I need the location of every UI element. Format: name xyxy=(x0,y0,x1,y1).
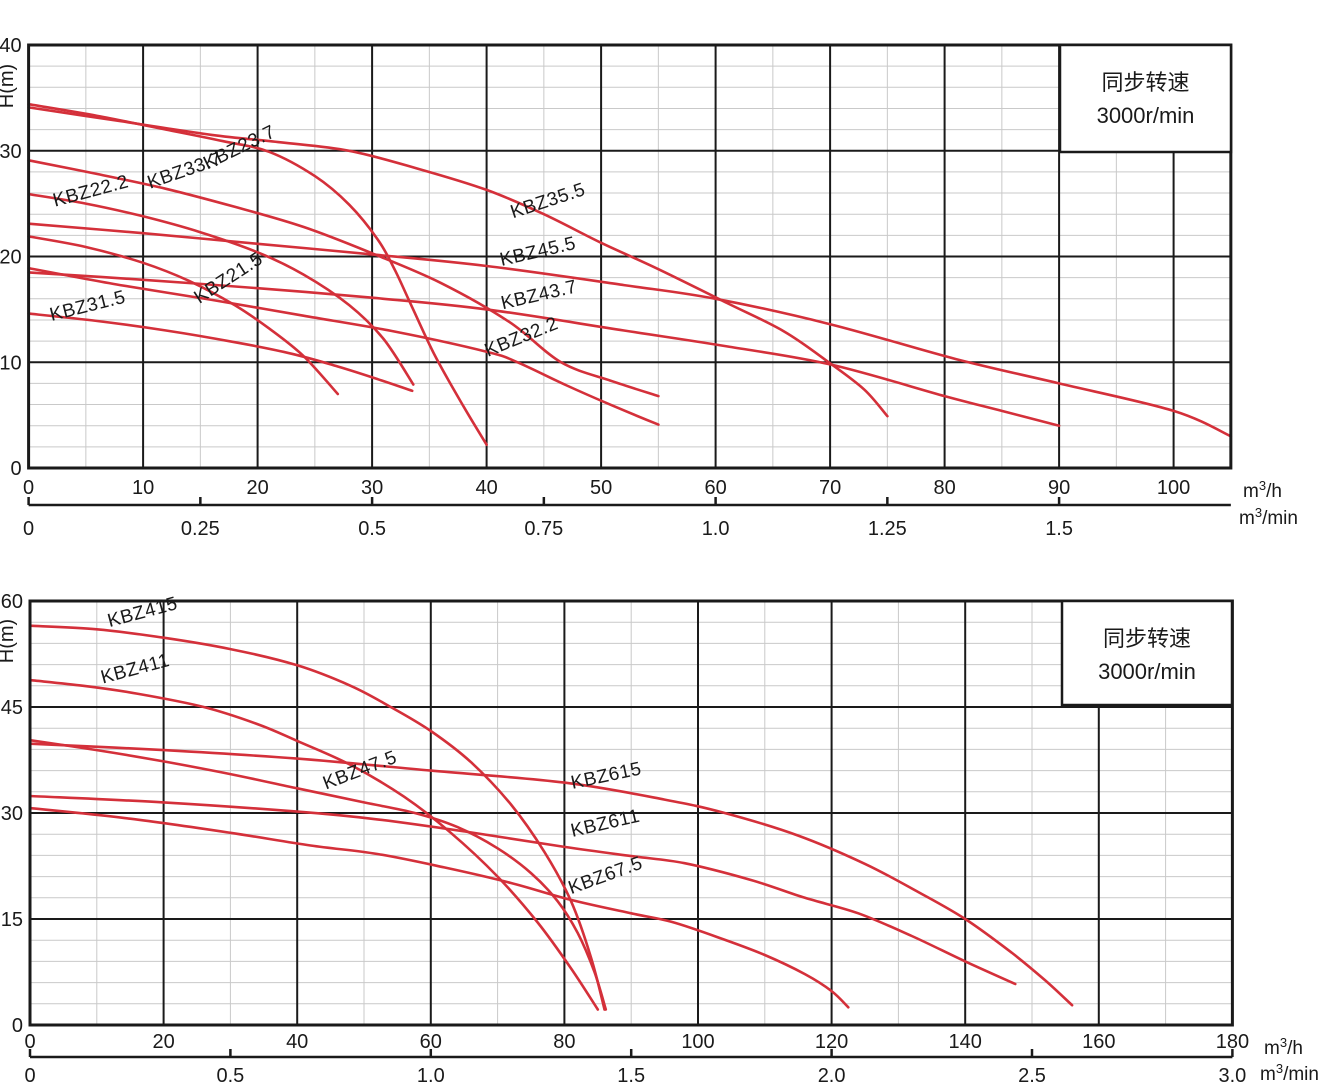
curve-label-KBZ415: KBZ415 xyxy=(105,593,180,632)
top-chart-border xyxy=(27,43,1233,470)
bottom-chart-y-tick-60: 60 xyxy=(1,591,23,613)
top-chart-y-tick-10: 10 xyxy=(0,352,22,374)
curve-KBZ615 xyxy=(28,742,1074,1007)
bottom-chart-x-tick-180: 180 xyxy=(1216,1031,1249,1053)
curve-label-KBZ43.7: KBZ43.7 xyxy=(499,276,579,314)
curve-label-KBZ67.5: KBZ67.5 xyxy=(566,853,646,899)
curve-KBZ411 xyxy=(28,678,600,1011)
bottom-chart-x-tick-80: 80 xyxy=(553,1031,575,1053)
curve-KBZ32.2 xyxy=(27,266,660,426)
top-chart-unit-m3min: m3/min xyxy=(1239,505,1298,529)
bottom-chart-y-axis-label: H(m) xyxy=(0,619,18,663)
bottom-chart-x2-tick-3.0: 3.0 xyxy=(1218,1065,1246,1086)
bottom-chart-legend-line-1: 同步转速 xyxy=(1103,626,1191,651)
top-chart-series xyxy=(27,102,1233,446)
curve-KBZ45.5 xyxy=(27,222,1233,438)
chart-bottom-chart: 同步转速 3000r/min 0 20 40 60 80 100 120 140 160 180 0 15… xyxy=(0,591,1319,1086)
top-chart-x2-tick-0.5: 0.5 xyxy=(358,518,386,540)
top-chart-legend-line-2: 3000r/min xyxy=(1097,103,1195,128)
bottom-chart-secondary-axis xyxy=(28,1049,1234,1059)
bottom-chart-x-tick-160: 160 xyxy=(1082,1031,1115,1053)
bottom-chart-x-tick-20: 20 xyxy=(152,1031,174,1053)
top-chart-x-tick-10: 10 xyxy=(132,477,154,499)
bottom-chart-x2-tick-0: 0 xyxy=(24,1065,35,1086)
curve-label-KBZ411: KBZ411 xyxy=(99,650,172,688)
top-chart-x2-tick-1.25: 1.25 xyxy=(868,518,907,540)
top-chart-x-tick-50: 50 xyxy=(590,477,612,499)
curve-label-KBZ33.7: KBZ33.7 xyxy=(145,148,225,193)
curve-KBZ21.5 xyxy=(27,235,340,396)
bottom-chart-y-tick-30: 30 xyxy=(1,803,23,825)
bottom-chart-x-tick-40: 40 xyxy=(286,1031,308,1053)
top-chart-y-tick-40: 40 xyxy=(0,35,22,57)
top-chart-legend-line-1: 同步转速 xyxy=(1101,70,1189,95)
curve-KBZ43.7 xyxy=(27,271,1061,427)
top-chart-legend-box xyxy=(1058,43,1233,154)
chart-top-chart: 同步转速 3000r/min 0 10 20 30 40 50 60 70 80 90 100 0 10 20… xyxy=(0,35,1298,540)
bottom-chart-x-tick-100: 100 xyxy=(681,1031,714,1053)
bottom-chart-border xyxy=(28,599,1234,1027)
top-chart-x-tick-100: 100 xyxy=(1157,477,1190,499)
top-chart-x2-tick-0.25: 0.25 xyxy=(181,518,220,540)
top-chart-x2-tick-0.75: 0.75 xyxy=(524,518,563,540)
top-chart-x2-tick-1.0: 1.0 xyxy=(702,518,730,540)
top-chart-y-tick-0: 0 xyxy=(10,458,21,480)
top-chart-y-tick-30: 30 xyxy=(0,141,22,163)
bottom-chart-y-tick-45: 45 xyxy=(1,697,23,719)
bottom-chart-legend-line-2: 3000r/min xyxy=(1098,659,1196,684)
curve-KBZ611 xyxy=(28,794,1017,986)
bottom-chart-unit-m3h: m3/h xyxy=(1264,1035,1303,1059)
top-chart-x2-tick-1.5: 1.5 xyxy=(1045,518,1073,540)
top-chart-x-tick-70: 70 xyxy=(819,477,841,499)
top-chart-x2-tick-0: 0 xyxy=(23,518,34,540)
curve-KBZ35.5 xyxy=(27,106,889,418)
top-chart-x-tick-60: 60 xyxy=(704,477,726,499)
top-chart-unit-m3h: m3/h xyxy=(1243,478,1282,502)
bottom-chart-x2-tick-2.0: 2.0 xyxy=(818,1065,846,1086)
top-chart-grid-minor xyxy=(28,45,1231,468)
bottom-chart-unit-m3min: m3/min xyxy=(1260,1061,1319,1085)
curve-label-KBZ45.5: KBZ45.5 xyxy=(498,233,578,271)
bottom-chart-x2-tick-2.5: 2.5 xyxy=(1018,1065,1046,1086)
top-chart-x-tick-30: 30 xyxy=(361,477,383,499)
curve-KBZ31.5 xyxy=(27,312,414,393)
bottom-chart-x-tick-120: 120 xyxy=(815,1031,848,1053)
bottom-chart-x2-tick-1.5: 1.5 xyxy=(617,1065,645,1086)
bottom-chart-y-tick-0: 0 xyxy=(12,1015,23,1037)
curve-KBZ415 xyxy=(28,624,606,1011)
top-chart-x-tick-0: 0 xyxy=(23,477,34,499)
bottom-chart-series xyxy=(28,624,1074,1011)
bottom-chart-x-tick-60: 60 xyxy=(420,1031,442,1053)
bottom-chart-y-tick-15: 15 xyxy=(1,909,23,931)
top-chart-secondary-axis xyxy=(27,497,1231,507)
top-chart-x-tick-80: 80 xyxy=(933,477,955,499)
top-chart-grid-major xyxy=(28,45,1231,468)
curve-KBZ67.5 xyxy=(28,806,850,1009)
bottom-chart-x2-tick-1.0: 1.0 xyxy=(417,1065,445,1086)
bottom-chart-x-tick-140: 140 xyxy=(949,1031,982,1053)
bottom-chart-x-tick-0: 0 xyxy=(24,1031,35,1053)
top-chart-x-tick-90: 90 xyxy=(1048,477,1070,499)
top-chart-x-tick-40: 40 xyxy=(475,477,497,499)
top-chart-y-axis-label: H(m) xyxy=(0,64,18,108)
curve-KBZ47.5 xyxy=(28,738,608,1011)
bottom-chart-legend-box xyxy=(1060,599,1234,707)
top-chart-y-tick-20: 20 xyxy=(0,247,22,269)
bottom-chart-x2-tick-0.5: 0.5 xyxy=(216,1065,244,1086)
top-chart-x-tick-20: 20 xyxy=(246,477,268,499)
